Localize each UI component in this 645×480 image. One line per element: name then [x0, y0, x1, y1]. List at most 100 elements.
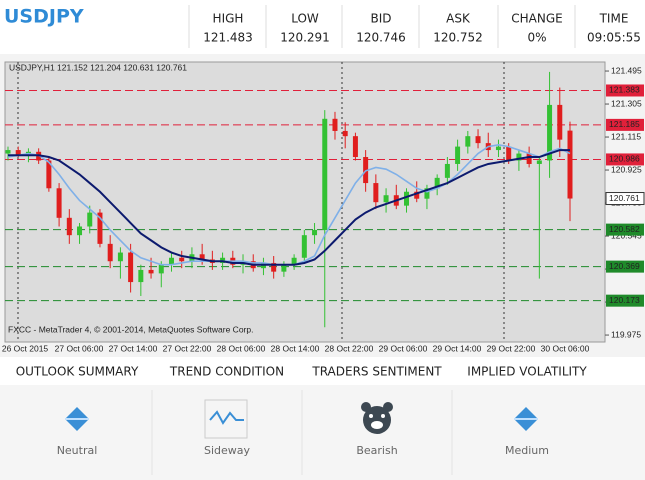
candle-body	[87, 212, 93, 227]
candle-body	[301, 235, 307, 258]
candle-body	[281, 264, 287, 272]
quote-label: BID	[370, 12, 391, 26]
candle-body	[97, 212, 103, 244]
candle-body	[138, 269, 144, 283]
x-tick-label: 27 Oct 06:00	[55, 343, 104, 353]
candle-body	[128, 252, 134, 283]
symbol: USDJPY	[4, 6, 84, 28]
x-tick-label: 28 Oct 06:00	[217, 343, 266, 353]
panel-title: TRADERS SENTIMENT	[311, 365, 442, 379]
x-tick-label: 27 Oct 22:00	[163, 343, 212, 353]
candle-body	[363, 157, 369, 184]
candle-body	[516, 153, 522, 161]
quote-value: 121.483	[203, 31, 253, 45]
panel-status: Medium	[505, 444, 549, 457]
x-tick-label: 29 Oct 06:00	[379, 343, 428, 353]
level-box	[606, 294, 644, 307]
candle-body	[179, 257, 185, 262]
bearish-icon	[361, 402, 393, 434]
quote-value: 120.291	[280, 31, 330, 45]
candle-body	[107, 243, 113, 262]
quote-label: ASK	[446, 12, 471, 26]
candle-body	[46, 160, 52, 189]
x-tick-label: 26 Oct 2015	[2, 343, 49, 353]
candle-body	[444, 163, 450, 178]
quote-value: 120.746	[356, 31, 406, 45]
quote-value: 09:05:55	[587, 31, 641, 45]
candle-body	[322, 118, 328, 230]
candle-body	[66, 217, 72, 236]
candle-body	[424, 188, 430, 199]
chart-info: USDJPY,H1 121.152 121.204 120.631 120.76…	[9, 62, 187, 72]
plot-area	[4, 61, 606, 343]
level-box	[606, 153, 644, 166]
quote-label: CHANGE	[511, 12, 562, 26]
x-tick-label: 27 Oct 14:00	[109, 343, 158, 353]
candle-body	[199, 254, 205, 260]
candle-body	[15, 150, 21, 156]
level-label: 120.173	[609, 295, 640, 305]
x-tick-label: 28 Oct 14:00	[271, 343, 320, 353]
x-tick-label: 30 Oct 06:00	[541, 343, 590, 353]
quote-label: HIGH	[213, 12, 244, 26]
panel-title: TREND CONDITION	[169, 365, 284, 379]
level-box	[606, 223, 644, 236]
level-box	[606, 118, 644, 131]
candle-body	[506, 146, 512, 161]
level-label: 120.582	[609, 224, 640, 234]
y-tick-label: 121.495	[611, 65, 642, 75]
panel-title: OUTLOOK SUMMARY	[16, 365, 139, 379]
y-tick-label: 119.975	[611, 329, 641, 339]
candle-body	[455, 146, 461, 164]
candle-body	[342, 130, 348, 137]
y-tick-label: 120.925	[611, 164, 642, 174]
candle-body	[312, 229, 318, 236]
quote-label: LOW	[291, 12, 319, 26]
chart-footer: FXCC - MetaTrader 4, © 2001-2014, MetaQu…	[8, 324, 253, 334]
level-box	[606, 260, 644, 273]
panel-title: IMPLIED VOLATILITY	[467, 365, 587, 379]
panel-status: Bearish	[356, 444, 397, 457]
candle-body	[547, 104, 553, 161]
panels: OUTLOOK SUMMARY Neutral TREND CONDITION Sid…	[16, 365, 587, 475]
candle-body	[373, 183, 379, 203]
candle-body	[465, 136, 471, 147]
candle-body	[117, 252, 123, 262]
candle-body	[148, 269, 154, 274]
x-tick-label: 28 Oct 22:00	[325, 343, 374, 353]
candle-body	[158, 264, 164, 274]
quotes: HIGH 121.483 LOW 120.291 BID 120.746 ASK 120.75…	[188, 5, 641, 48]
candle-body	[526, 153, 532, 164]
candle-body	[536, 160, 542, 164]
moving-average	[8, 149, 570, 266]
panel-bg	[0, 385, 645, 480]
candle-body	[434, 177, 440, 189]
x-tick-label: 29 Oct 22:00	[487, 343, 536, 353]
panel-status: Sideway	[204, 444, 251, 457]
level-label: 121.383	[609, 85, 640, 95]
y-tick-label: 121.115	[611, 131, 641, 141]
quote-value: 120.752	[433, 31, 483, 45]
candle-body	[5, 150, 11, 154]
level-label: 121.185	[609, 119, 640, 129]
level-box	[606, 84, 644, 97]
candle-body	[291, 257, 297, 265]
plot: 119.975120.165120.355120.545120.735120.9…	[2, 65, 645, 353]
price-label: 120.761	[609, 193, 640, 203]
candle-body	[475, 136, 481, 144]
candle-body	[56, 188, 62, 218]
quote-label: TIME	[599, 12, 629, 26]
x-tick-label: 29 Oct 14:00	[433, 343, 482, 353]
quote-value: 0%	[527, 31, 546, 45]
candle-body	[495, 146, 501, 151]
candle-body	[414, 191, 420, 199]
level-label: 120.369	[609, 261, 640, 271]
candle-body	[332, 118, 338, 131]
price-box	[605, 192, 645, 206]
level-label: 120.986	[609, 154, 640, 164]
candle-body	[271, 262, 277, 272]
candle-body	[168, 257, 174, 265]
candle-body	[567, 130, 573, 199]
y-tick-label: 121.305	[611, 98, 642, 108]
